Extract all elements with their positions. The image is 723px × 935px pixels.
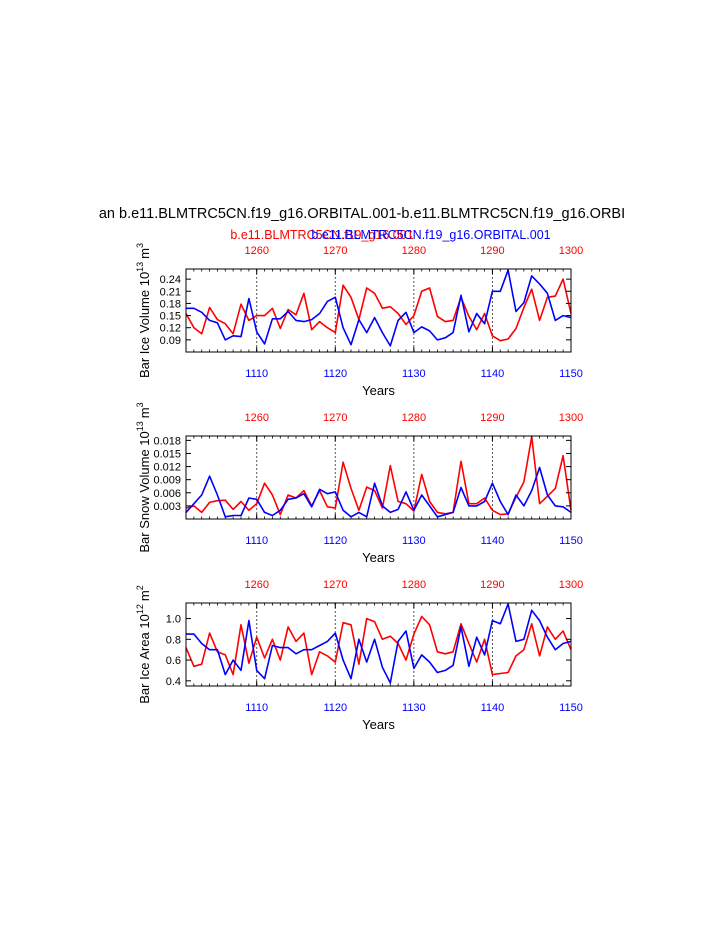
y-tick-label: 0.24 <box>160 274 181 286</box>
y-axis-label-exponent: 12 <box>135 604 145 614</box>
x-tick-label-top: 1300 <box>559 245 583 257</box>
series-line-blue <box>186 603 572 684</box>
y-tick-label: 0.006 <box>153 488 181 500</box>
x-tick-label-bottom: 1110 <box>245 368 268 380</box>
legend: b.e11.BLMTRC5CN.f19_g16.001 b.e11.BLMTRC… <box>230 228 550 242</box>
x-axis-label: Years <box>362 717 395 732</box>
y-tick-label: 0.4 <box>166 676 181 688</box>
y-tick-label: 0.003 <box>153 501 181 513</box>
series-line-red <box>185 278 572 342</box>
x-tick-label-top: 1290 <box>480 579 504 591</box>
main-title: an b.e11.BLMTRC5CN.f19_g16.ORBITAL.001-b… <box>99 206 625 222</box>
x-tick-label-top: 1280 <box>402 412 426 424</box>
x-tick-label-bottom: 1150 <box>559 368 583 380</box>
x-tick-label-top: 1270 <box>323 245 347 257</box>
y-axis-label-unit-exponent: 3 <box>135 402 145 407</box>
x-tick-label-top: 1270 <box>323 579 347 591</box>
x-tick-label-bottom: 1110 <box>245 702 268 714</box>
y-tick-label: 1.0 <box>166 614 181 626</box>
y-axis-label-unit: m <box>137 590 152 601</box>
x-tick-label-bottom: 1150 <box>559 702 583 714</box>
x-tick-label-bottom: 1130 <box>402 702 426 714</box>
series-line-red <box>185 615 572 676</box>
plot-frame <box>185 268 572 353</box>
legend-blue-label: b.e11.BLMTRC5CN.f19_g16.ORBITAL.001 <box>311 228 550 242</box>
y-axis-label: Bar Ice Volume 1013 m3 <box>135 243 152 378</box>
y-tick-label: 0.018 <box>153 435 181 447</box>
x-tick-label-top: 1270 <box>323 412 347 424</box>
y-tick-label: 0.15 <box>160 311 181 323</box>
y-axis-label-unit: m <box>137 407 152 418</box>
y-tick-label: 0.09 <box>160 335 181 347</box>
x-tick-label-bottom: 1150 <box>559 535 583 547</box>
y-axis-label-text: Bar Snow Volume 10 <box>137 431 152 552</box>
y-axis-label-text: Bar Ice Area 10 <box>137 614 152 704</box>
x-tick-label-bottom: 1130 <box>402 535 426 547</box>
x-axis-label: Years <box>362 550 395 565</box>
y-axis-label: Bar Ice Area 1012 m2 <box>135 585 152 704</box>
x-tick-label-bottom: 1140 <box>481 535 505 547</box>
y-tick-label: 0.8 <box>166 634 181 646</box>
x-tick-label-top: 1280 <box>402 245 426 257</box>
y-tick-label: 0.18 <box>160 298 181 310</box>
legend-red-label: b.e11.BLMTRC5CN.f19_g16.001 <box>230 228 413 242</box>
y-axis-label-unit: m <box>137 248 152 259</box>
x-tick-label-top: 1260 <box>244 579 268 591</box>
x-tick-label-bottom: 1120 <box>323 535 347 547</box>
x-tick-label-top: 1290 <box>480 412 504 424</box>
y-tick-label: 0.6 <box>166 655 181 667</box>
y-tick-label: 0.21 <box>160 286 181 298</box>
y-axis-label-exponent: 13 <box>135 421 145 431</box>
x-tick-label-top: 1260 <box>244 412 268 424</box>
x-tick-label-bottom: 1140 <box>481 702 505 714</box>
y-axis-label: Bar Snow Volume 1013 m3 <box>135 402 152 552</box>
x-tick-label-bottom: 1140 <box>481 368 505 380</box>
x-tick-label-top: 1300 <box>559 579 583 591</box>
series-line-blue <box>185 466 572 518</box>
x-tick-label-bottom: 1120 <box>323 368 347 380</box>
plot-frame <box>185 602 572 687</box>
panel-snow-volume: 1110 1120 1130 1140 1150 1260 1270 1280 1290 1300… <box>135 402 583 565</box>
x-axis-label: Years <box>362 383 395 398</box>
y-tick-label: 0.12 <box>160 323 181 335</box>
y-tick-label: 0.012 <box>153 462 181 474</box>
x-tick-label-bottom: 1120 <box>323 702 347 714</box>
y-axis-label-exponent: 13 <box>135 262 145 272</box>
y-axis-label-unit-exponent: 3 <box>135 243 145 248</box>
x-tick-label-top: 1280 <box>402 579 426 591</box>
y-tick-label: 0.015 <box>153 448 181 460</box>
x-tick-label-top: 1290 <box>480 245 504 257</box>
panel-ice-volume: 1110 1120 1130 1140 1150 1260 1270 1280 1290 1300… <box>135 243 583 398</box>
x-tick-label-top: 1300 <box>559 412 583 424</box>
y-tick-label: 0.009 <box>153 475 181 487</box>
series-line-blue <box>186 269 572 347</box>
plot-frame <box>185 435 572 520</box>
x-tick-label-bottom: 1110 <box>245 535 268 547</box>
panel-ice-area: 1110 1120 1130 1140 1150 1260 1270 1280 1290 1300… <box>135 579 583 732</box>
x-tick-label-top: 1260 <box>244 245 268 257</box>
y-axis-label-text: Bar Ice Volume 10 <box>137 272 152 378</box>
x-tick-label-bottom: 1130 <box>402 368 426 380</box>
y-axis-label-unit-exponent: 2 <box>135 585 145 590</box>
